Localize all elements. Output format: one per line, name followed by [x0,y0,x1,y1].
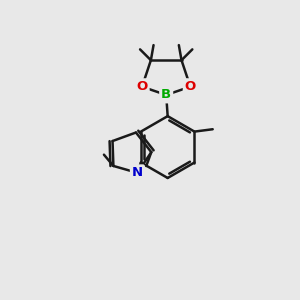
Text: O: O [136,80,148,93]
Text: B: B [161,88,171,101]
Text: O: O [185,80,196,93]
Text: N: N [132,166,143,179]
